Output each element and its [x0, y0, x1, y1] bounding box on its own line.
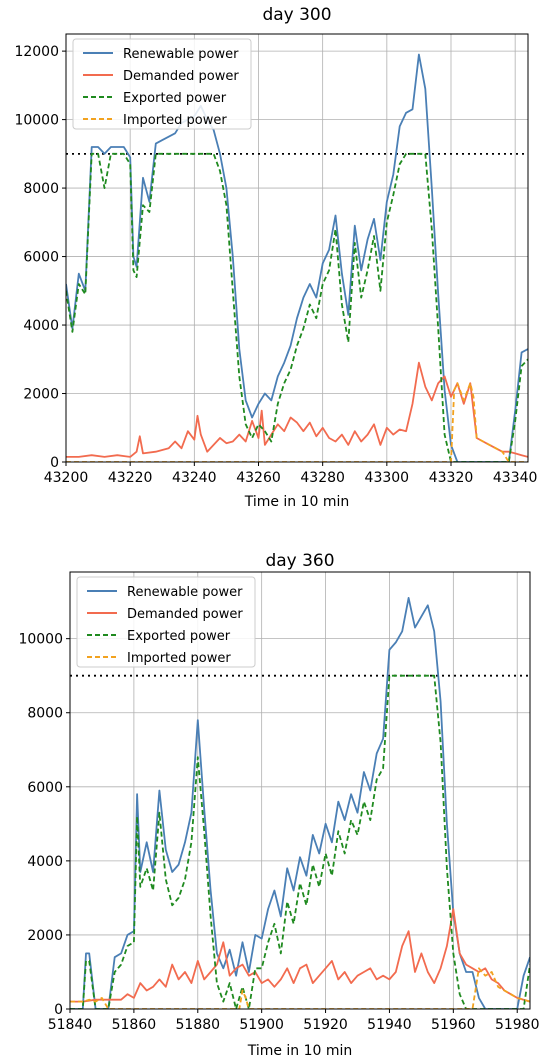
- x-axis-label: Time in 10 min: [244, 494, 350, 510]
- y-tick-label: 8000: [23, 181, 59, 197]
- x-tick-label: 43280: [300, 470, 345, 486]
- x-tick-label: 43340: [493, 470, 538, 486]
- x-tick-label: 51900: [239, 1017, 284, 1033]
- x-tick-label: 51960: [431, 1017, 476, 1033]
- series-line-exported: [70, 674, 530, 1009]
- y-tick-label: 0: [50, 455, 59, 471]
- legend-label-renewable: Renewable power: [127, 585, 243, 600]
- y-tick-label: 6000: [23, 250, 59, 266]
- series-line-imported: [70, 967, 530, 1009]
- x-tick-label: 51840: [48, 1017, 93, 1033]
- y-tick-label: 10000: [18, 632, 63, 648]
- x-tick-label: 51920: [303, 1017, 348, 1033]
- y-axis-ticks: 0 2000 4000 6000 8000 10000 12000: [14, 44, 66, 471]
- y-tick-label: 0: [54, 1002, 63, 1018]
- chart-title: day 300: [262, 5, 331, 25]
- x-tick-label: 43200: [44, 470, 89, 486]
- legend-label-imported: Imported power: [123, 113, 227, 128]
- legend-box: [76, 576, 256, 668]
- legend-label-demanded: Demanded power: [127, 607, 243, 622]
- x-tick-label: 43240: [172, 470, 217, 486]
- legend-box: [72, 38, 252, 130]
- axes-frame: [65, 33, 529, 463]
- x-axis-ticks: 43200 43220 43240 43260 43280 43300 43320 43340: [44, 462, 538, 486]
- plot-area: [69, 571, 531, 1010]
- y-tick-label: 10000: [14, 113, 59, 129]
- y-tick-label: 8000: [27, 706, 63, 722]
- series-line-renewable: [66, 53, 528, 462]
- chart-panel-day-360: day 360 Time in 10 min 51840 51860 51880 51…: [18, 551, 539, 1059]
- y-axis-ticks: 0 2000 4000 6000 8000 10000: [18, 632, 70, 1018]
- y-tick-label: 4000: [27, 854, 63, 870]
- series-line-imported: [66, 382, 528, 462]
- series-group: [70, 597, 530, 1009]
- y-tick-label: 2000: [27, 928, 63, 944]
- series-group: [66, 53, 528, 462]
- chart-panel-day-300: day 300 Time in 10 min 43200 43220 43240 43…: [14, 5, 537, 510]
- x-tick-label: 51940: [367, 1017, 412, 1033]
- x-axis-ticks: 51840 51860 51880 51900 51920 51940 51960 51980: [48, 1009, 540, 1033]
- chart-title: day 360: [265, 551, 334, 571]
- x-tick-label: 51980: [495, 1017, 540, 1033]
- legend-label-exported: Exported power: [123, 91, 227, 106]
- legend: Renewable power Demanded power Exported po…: [76, 576, 256, 668]
- x-tick-label: 43300: [365, 470, 410, 486]
- legend-label-exported: Exported power: [127, 629, 231, 644]
- x-tick-label: 43220: [108, 470, 153, 486]
- x-axis-label: Time in 10 min: [247, 1043, 353, 1059]
- legend-label-demanded: Demanded power: [123, 69, 239, 84]
- axes-frame: [69, 571, 531, 1010]
- series-line-demanded: [70, 908, 530, 1003]
- x-tick-label: 43320: [429, 470, 474, 486]
- y-tick-label: 6000: [27, 780, 63, 796]
- series-line-exported: [66, 152, 528, 462]
- x-tick-label: 43260: [236, 470, 281, 486]
- y-tick-label: 12000: [14, 44, 59, 60]
- legend: Renewable power Demanded power Exported po…: [72, 38, 252, 130]
- x-tick-label: 51880: [176, 1017, 221, 1033]
- legend-label-renewable: Renewable power: [123, 47, 239, 62]
- y-tick-label: 4000: [23, 318, 59, 334]
- legend-label-imported: Imported power: [127, 651, 231, 666]
- y-tick-label: 2000: [23, 387, 59, 403]
- x-tick-label: 51860: [112, 1017, 157, 1033]
